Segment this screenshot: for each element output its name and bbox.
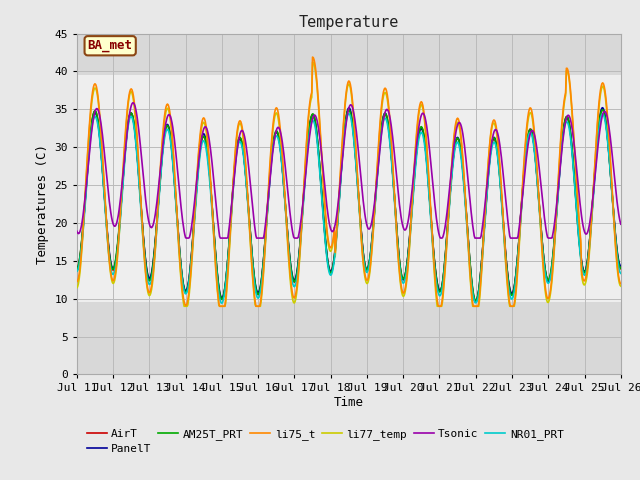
- Legend: AirT, PanelT, AM25T_PRT, li75_t, li77_temp, Tsonic, NR01_PRT: AirT, PanelT, AM25T_PRT, li75_t, li77_te…: [83, 424, 568, 459]
- Title: Temperature: Temperature: [299, 15, 399, 30]
- Bar: [77, 34, 621, 75]
- Bar: [77, 75, 621, 302]
- Y-axis label: Temperatures (C): Temperatures (C): [36, 144, 49, 264]
- Text: BA_met: BA_met: [88, 39, 132, 52]
- X-axis label: Time: Time: [334, 396, 364, 409]
- Bar: [77, 302, 621, 374]
